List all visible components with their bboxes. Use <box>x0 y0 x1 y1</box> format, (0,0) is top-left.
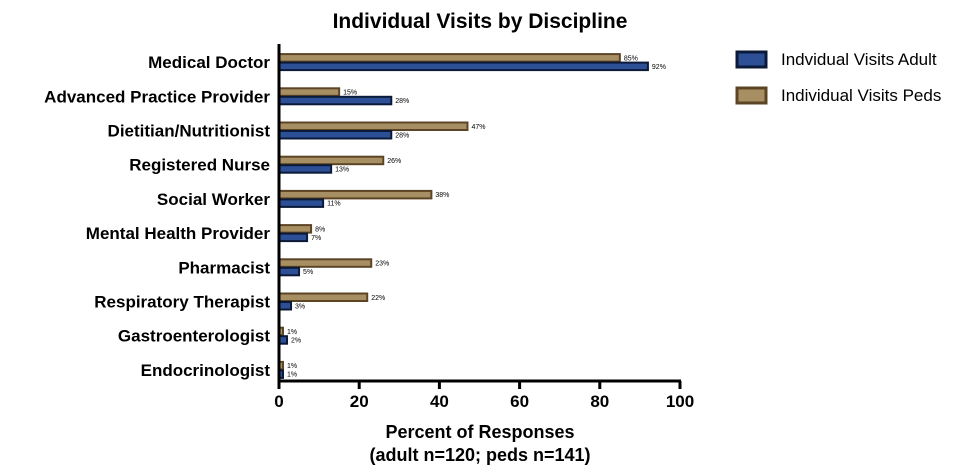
data-label: 1% <box>287 329 297 336</box>
data-label: 8% <box>315 226 325 233</box>
x-tick-label: 40 <box>430 392 449 411</box>
x-tick-label: 60 <box>510 392 529 411</box>
bar <box>278 232 309 243</box>
x-axis-title: Percent of Responses <box>385 422 574 442</box>
x-tick-label: 0 <box>274 392 283 411</box>
legend-label: Individual Visits Peds <box>781 86 941 105</box>
bar <box>278 95 393 106</box>
bar <box>278 258 373 268</box>
data-label: 5% <box>303 269 313 276</box>
legend-swatch <box>735 86 768 105</box>
category-label: Social Worker <box>157 190 270 209</box>
bar <box>278 130 393 140</box>
data-label: 3% <box>295 303 305 310</box>
bar <box>278 292 369 302</box>
bar <box>278 198 325 208</box>
data-label: 26% <box>387 158 401 165</box>
data-label: 13% <box>335 166 349 173</box>
bar <box>278 301 293 311</box>
data-label: 38% <box>435 192 449 199</box>
legend: Indvidual Visits Adult Individual Visits … <box>735 50 941 105</box>
category-label: Pharmacist <box>178 258 270 277</box>
data-label: 7% <box>311 235 321 242</box>
data-label: 28% <box>395 98 409 105</box>
x-axis-ticks: 0 20 40 60 80 100 <box>274 381 694 411</box>
legend-swatch <box>735 50 768 69</box>
category-label: Gastroenterologist <box>118 327 270 346</box>
bar <box>278 266 301 277</box>
bar <box>278 189 433 200</box>
bar <box>278 121 469 131</box>
x-tick-label: 80 <box>590 392 609 411</box>
category-label: Endocrinologist <box>141 361 271 380</box>
chart-title: Individual Visits by Discipline <box>333 10 628 33</box>
bar <box>278 53 621 63</box>
data-label: 47% <box>471 124 485 131</box>
category-label: Mental Health Provider <box>86 224 271 243</box>
x-axis-subtitle: (adult n=120; peds n=141) <box>369 445 590 465</box>
category-label: Advanced Practice Provider <box>44 87 270 106</box>
data-label: 15% <box>343 90 357 97</box>
data-label: 11% <box>327 201 341 208</box>
data-label: 2% <box>291 337 301 344</box>
data-label: 1% <box>287 363 297 370</box>
bar <box>278 87 341 97</box>
category-labels: Medical Doctor Advanced Practice Provider… <box>44 53 270 380</box>
data-label: 92% <box>652 64 666 71</box>
data-label: 22% <box>371 295 385 302</box>
bar <box>278 224 313 234</box>
data-label: 85% <box>624 55 638 62</box>
bar <box>278 61 649 72</box>
bars-group: 85% 92% 15% 28% 47% 28% 26% 13% 38% 11% 8% 7% 23% 5% 2… <box>278 53 666 379</box>
x-tick-label: 100 <box>666 392 694 411</box>
data-label: 28% <box>395 132 409 139</box>
data-label: 1% <box>287 372 297 379</box>
bar <box>278 164 333 174</box>
category-label: Dietitian/Nutritionist <box>108 122 271 141</box>
bar <box>278 155 385 166</box>
legend-label: Indvidual Visits Adult <box>781 50 937 69</box>
category-label: Respiratory Therapist <box>94 293 270 312</box>
category-label: Medical Doctor <box>148 53 270 72</box>
data-label: 23% <box>375 261 389 268</box>
category-label: Registered Nurse <box>129 156 270 175</box>
x-tick-label: 20 <box>350 392 369 411</box>
